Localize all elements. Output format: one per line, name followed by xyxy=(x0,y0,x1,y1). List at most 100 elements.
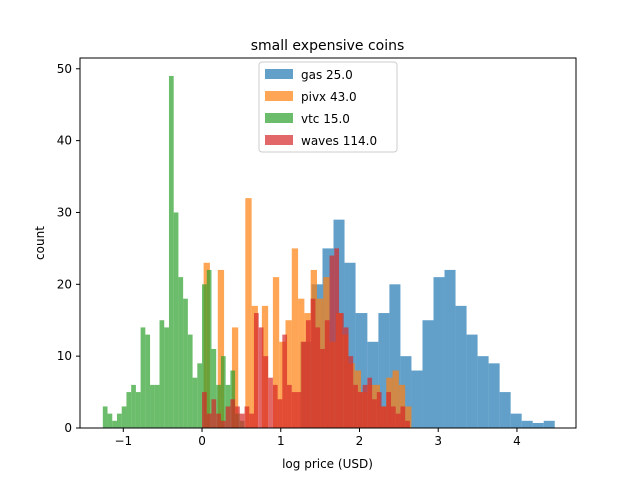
histogram-bar xyxy=(499,392,511,428)
histogram-bar xyxy=(277,399,283,428)
histogram-bar xyxy=(466,334,478,428)
x-tick-label: 3 xyxy=(434,434,442,448)
histogram-bar xyxy=(102,406,108,428)
legend-swatch xyxy=(265,91,293,101)
histogram-bar xyxy=(398,384,406,428)
histogram-bar xyxy=(305,320,311,428)
histogram-bar xyxy=(220,356,226,428)
x-tick-label: 4 xyxy=(513,434,521,448)
histogram-bar xyxy=(258,327,264,428)
bars-layer xyxy=(102,75,555,429)
x-tick-label: 0 xyxy=(198,434,206,448)
y-tick-label: 30 xyxy=(57,205,72,219)
histogram-bar xyxy=(285,320,292,428)
histogram-bar xyxy=(291,392,297,428)
legend-label: vtc 15.0 xyxy=(301,112,350,126)
histogram-bar xyxy=(344,262,356,428)
histogram-bar xyxy=(362,384,368,428)
histogram-bar xyxy=(211,399,217,428)
histogram-bar xyxy=(444,269,456,428)
histogram-bar xyxy=(263,356,269,428)
histogram-bar xyxy=(488,363,500,428)
histogram-bar xyxy=(353,384,358,428)
histogram-bar xyxy=(324,320,330,428)
histogram-bar xyxy=(159,320,165,428)
histogram-bar xyxy=(343,327,349,428)
y-axis-label: count xyxy=(33,226,47,260)
y-tick-label: 20 xyxy=(57,277,72,291)
y-tick-label: 0 xyxy=(64,421,72,435)
y-tick-label: 40 xyxy=(57,134,72,148)
histogram-bar xyxy=(225,384,231,428)
histogram-bar xyxy=(272,277,280,428)
histogram-bar xyxy=(543,420,555,428)
histogram-bar xyxy=(378,313,390,428)
histogram-bar xyxy=(348,356,354,428)
histogram-bar xyxy=(202,284,207,428)
histogram-bar xyxy=(411,370,423,428)
histogram-bar xyxy=(107,413,113,428)
legend-swatch xyxy=(265,113,293,123)
histogram-bar xyxy=(244,406,250,428)
histogram-bar xyxy=(392,370,399,428)
histogram-bar xyxy=(376,392,382,428)
histogram-bar xyxy=(400,406,406,428)
histogram-bar xyxy=(235,406,240,428)
histogram-bar xyxy=(282,334,288,428)
y-tick-label: 50 xyxy=(57,62,72,76)
histogram-bar xyxy=(405,420,410,428)
histogram-bar xyxy=(367,377,373,428)
histogram-bar xyxy=(372,399,377,428)
histogram-bar xyxy=(230,399,236,428)
legend-label: gas 25.0 xyxy=(301,68,353,82)
histogram-bar xyxy=(268,377,273,428)
x-tick-label: 2 xyxy=(356,434,364,448)
histogram-bar xyxy=(245,198,252,428)
legend-box xyxy=(258,61,398,153)
legend-swatch xyxy=(265,69,293,79)
histogram-bar xyxy=(315,327,321,428)
histogram-bar xyxy=(291,248,299,428)
histogram-bar xyxy=(455,305,467,428)
histogram-bar xyxy=(253,313,259,428)
x-axis-label: log price (USD) xyxy=(282,457,373,471)
histogram-bar xyxy=(381,406,387,428)
histogram-bar xyxy=(150,384,155,428)
histogram-bar xyxy=(521,420,533,428)
histogram-bar xyxy=(395,413,401,428)
histogram-bar xyxy=(173,212,179,428)
histogram-bar xyxy=(422,320,434,428)
histogram-bar xyxy=(390,406,396,428)
series-2 xyxy=(102,75,245,429)
histogram-bar xyxy=(187,334,193,428)
histogram-bar xyxy=(296,392,302,428)
histogram-bar xyxy=(225,406,231,428)
histogram-bar xyxy=(131,384,136,428)
histogram-bar xyxy=(355,313,368,428)
legend-label: pivx 43.0 xyxy=(301,90,357,104)
histogram-bar xyxy=(192,377,198,428)
y-axis: 0 10 20 30 40 50 xyxy=(57,62,80,435)
legend-label: waves 114.0 xyxy=(301,134,377,148)
histogram-bar xyxy=(320,348,325,428)
plot-frame xyxy=(79,57,577,429)
histogram-bar xyxy=(211,348,217,428)
histogram-bar xyxy=(357,392,363,428)
x-tick-label: −1 xyxy=(114,434,132,448)
histogram-bar xyxy=(216,413,221,428)
histogram-bar xyxy=(140,327,146,428)
histogram-bar xyxy=(532,422,544,428)
histogram-bar xyxy=(126,392,132,428)
histogram-bar xyxy=(239,413,245,428)
histogram-bar xyxy=(197,363,203,428)
histogram-bar xyxy=(206,269,212,428)
chart-title: small expensive coins xyxy=(251,38,405,54)
histogram-bar xyxy=(216,384,221,428)
histogram-bar xyxy=(145,334,151,428)
histogram-bar xyxy=(183,298,188,428)
histogram-bar xyxy=(329,255,335,428)
series-3 xyxy=(202,248,410,428)
histogram-bar xyxy=(135,392,141,428)
histogram-bar xyxy=(117,413,122,428)
